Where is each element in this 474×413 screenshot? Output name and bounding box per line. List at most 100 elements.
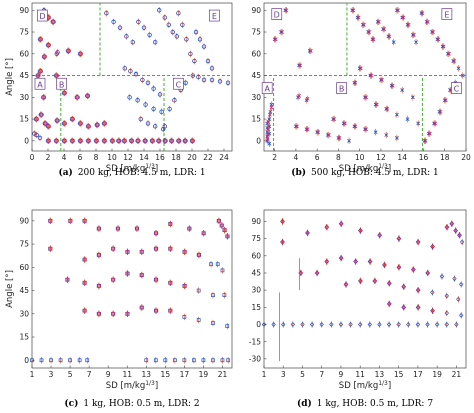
data-point [122, 138, 127, 144]
data-point [190, 73, 195, 78]
data-point [319, 321, 324, 328]
data-point [416, 304, 421, 310]
data-point [358, 228, 363, 234]
x-tick-label: 14 [139, 153, 149, 162]
data-point [55, 118, 60, 123]
data-point [362, 22, 366, 27]
data-point [220, 358, 225, 363]
x-tick-label: 20 [461, 153, 471, 162]
y-tick-label: 15 [19, 115, 29, 124]
data-point [140, 249, 144, 254]
data-point [396, 264, 402, 270]
region-box [441, 8, 453, 20]
data-point [140, 273, 144, 277]
data-point [391, 40, 396, 45]
data-point [267, 112, 272, 117]
data-point [68, 218, 73, 223]
panel-caption-label: (a) [58, 167, 72, 178]
data-point [38, 68, 43, 74]
x-axis-label-end: ] [388, 164, 391, 174]
data-point [386, 301, 392, 307]
data-point [130, 39, 135, 45]
data-point [295, 124, 299, 129]
x-tick-label: 3 [281, 370, 286, 379]
data-point [300, 321, 305, 328]
y-tick-label: 75 [251, 234, 261, 243]
data-point [315, 270, 320, 276]
data-point [266, 127, 271, 132]
y-tick-label: 60 [19, 263, 29, 272]
data-point [326, 133, 331, 137]
data-point [314, 270, 320, 276]
data-point [136, 138, 141, 144]
data-point [83, 308, 87, 313]
x-tick-label: 6 [315, 153, 320, 162]
data-point [46, 138, 51, 144]
data-point [55, 50, 60, 55]
data-point [197, 37, 203, 42]
data-point [95, 122, 100, 128]
panel-caption-text: 200 kg, HOB: 4.5 m, LDR: 1 [78, 168, 206, 178]
data-point [220, 268, 225, 273]
data-point [284, 8, 289, 13]
data-point [353, 258, 358, 265]
data-point [168, 222, 173, 226]
data-point [358, 278, 363, 284]
region-label: D [274, 11, 280, 20]
data-point [457, 232, 462, 238]
data-point [324, 224, 330, 230]
x-tick-label: 17 [180, 370, 190, 379]
y-tick-label: 0 [256, 320, 261, 329]
data-point [54, 73, 59, 78]
data-point [377, 232, 382, 238]
data-point [83, 280, 87, 285]
data-point [183, 284, 187, 288]
x-tick-label: 0 [30, 153, 35, 162]
data-point [386, 321, 392, 328]
data-point [459, 312, 464, 318]
data-point [431, 30, 435, 34]
x-tick-label: 1 [262, 370, 267, 379]
data-point [129, 138, 135, 144]
data-point [395, 136, 399, 140]
data-point [154, 246, 159, 251]
data-point [58, 358, 63, 363]
data-point [401, 284, 406, 290]
data-point [324, 258, 329, 265]
data-point [280, 239, 285, 245]
data-point [78, 51, 83, 56]
data-point [358, 278, 363, 284]
data-point [86, 124, 91, 129]
data-point [280, 30, 284, 34]
data-point [135, 226, 140, 231]
data-point [176, 10, 181, 16]
x-tick-label: 12 [376, 153, 386, 162]
data-point [454, 321, 459, 328]
data-point [154, 308, 159, 313]
data-point [128, 68, 133, 74]
x-tick-label: 8 [336, 153, 341, 162]
x-tick-label: 8 [94, 153, 99, 162]
x-tick-label: 2 [46, 153, 51, 162]
data-point [111, 246, 116, 251]
x-tick-label: 19 [432, 370, 442, 379]
data-point [201, 77, 207, 83]
data-point [414, 40, 418, 45]
data-point [193, 29, 199, 35]
data-point [140, 77, 145, 83]
x-tick-label: 1 [30, 370, 35, 379]
data-point [222, 293, 227, 298]
data-point [401, 15, 406, 20]
data-point [188, 51, 193, 56]
data-point [97, 253, 101, 257]
data-point [124, 34, 129, 39]
panel-caption: (b) 500 kg, HOB: 4.5 m, LDR: 1 [291, 167, 439, 178]
x-tick-label: 24 [219, 153, 229, 162]
region-label: E [444, 11, 449, 20]
data-point [423, 138, 428, 143]
data-point [215, 262, 220, 267]
data-point [54, 138, 59, 144]
data-point [401, 304, 406, 310]
data-point [220, 223, 224, 228]
data-point [457, 232, 462, 238]
